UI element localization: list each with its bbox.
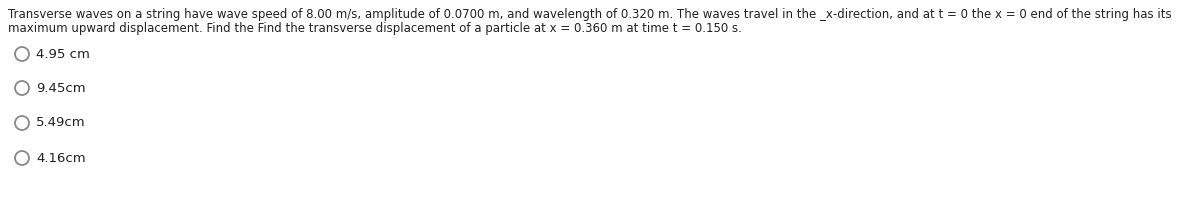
Text: 4.95 cm: 4.95 cm	[36, 47, 90, 61]
Text: 9.45cm: 9.45cm	[36, 81, 85, 95]
Text: 5.49cm: 5.49cm	[36, 117, 85, 129]
Text: maximum upward displacement. Find the Find the transverse displacement of a part: maximum upward displacement. Find the Fi…	[8, 22, 742, 35]
Text: 4.16cm: 4.16cm	[36, 152, 85, 164]
Text: Transverse waves on a string have wave speed of 8.00 m/s, amplitude of 0.0700 m,: Transverse waves on a string have wave s…	[8, 8, 1171, 21]
